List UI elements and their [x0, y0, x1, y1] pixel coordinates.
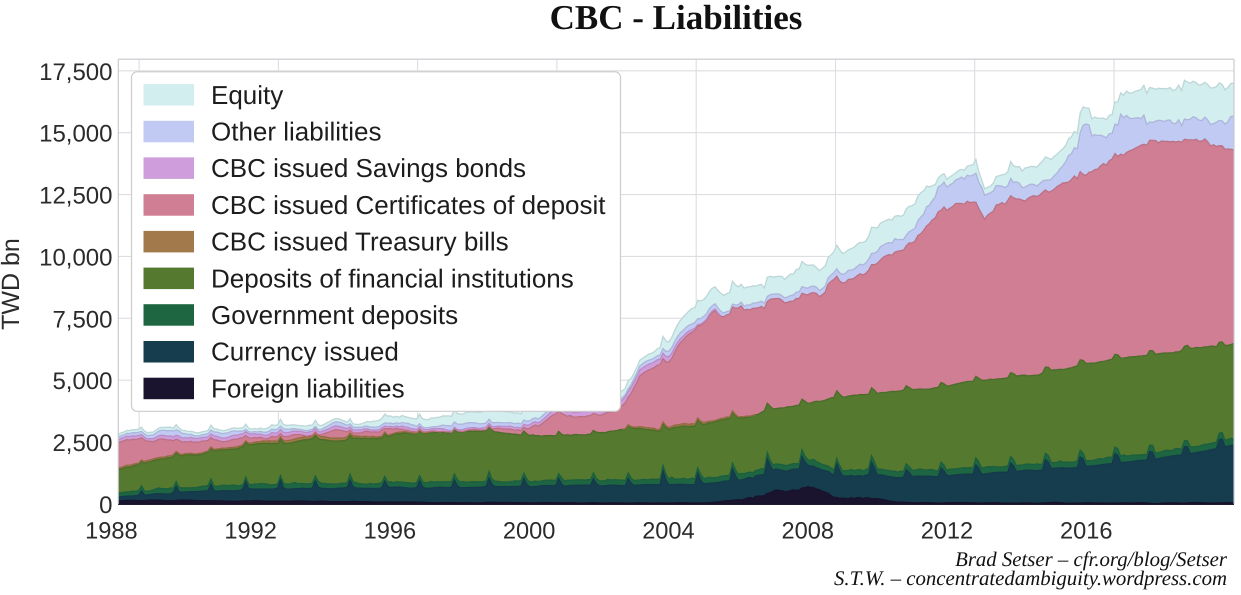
- svg-text:0: 0: [99, 492, 112, 519]
- svg-text:1988: 1988: [85, 518, 138, 544]
- svg-text:2012: 2012: [921, 518, 974, 544]
- svg-text:CBC - Liabilities: CBC - Liabilities: [550, 0, 803, 37]
- svg-text:Other liabilities: Other liabilities: [211, 117, 382, 147]
- svg-text:Brad Setser – cfr.org/blog/Set: Brad Setser – cfr.org/blog/Setser: [955, 548, 1228, 571]
- svg-text:15,000: 15,000: [39, 121, 112, 148]
- svg-text:12,500: 12,500: [39, 183, 112, 210]
- svg-text:1992: 1992: [224, 518, 277, 544]
- svg-text:17,500: 17,500: [39, 59, 112, 86]
- svg-text:5,000: 5,000: [52, 368, 112, 395]
- svg-text:Currency issued: Currency issued: [211, 337, 399, 367]
- svg-text:7,500: 7,500: [52, 306, 112, 333]
- svg-text:CBC issued Savings bonds: CBC issued Savings bonds: [211, 153, 526, 183]
- svg-text:Equity: Equity: [211, 80, 283, 110]
- svg-text:CBC issued Certificates of dep: CBC issued Certificates of deposit: [211, 190, 606, 220]
- svg-text:10,000: 10,000: [39, 244, 112, 271]
- svg-text:S.T.W. – concentratedambiguity: S.T.W. – concentratedambiguity.wordpress…: [834, 567, 1227, 590]
- svg-text:2008: 2008: [782, 518, 835, 544]
- svg-text:TWD bn: TWD bn: [0, 238, 25, 330]
- svg-text:Deposits of financial institut: Deposits of financial institutions: [211, 263, 574, 293]
- svg-text:2004: 2004: [642, 518, 695, 544]
- svg-text:1996: 1996: [364, 518, 417, 544]
- svg-text:Government deposits: Government deposits: [211, 300, 458, 330]
- svg-text:CBC issued Treasury bills: CBC issued Treasury bills: [211, 227, 509, 257]
- svg-text:2000: 2000: [503, 518, 556, 544]
- svg-text:Foreign liabilities: Foreign liabilities: [211, 373, 405, 403]
- svg-text:2,500: 2,500: [52, 430, 112, 457]
- svg-text:2016: 2016: [1060, 518, 1113, 544]
